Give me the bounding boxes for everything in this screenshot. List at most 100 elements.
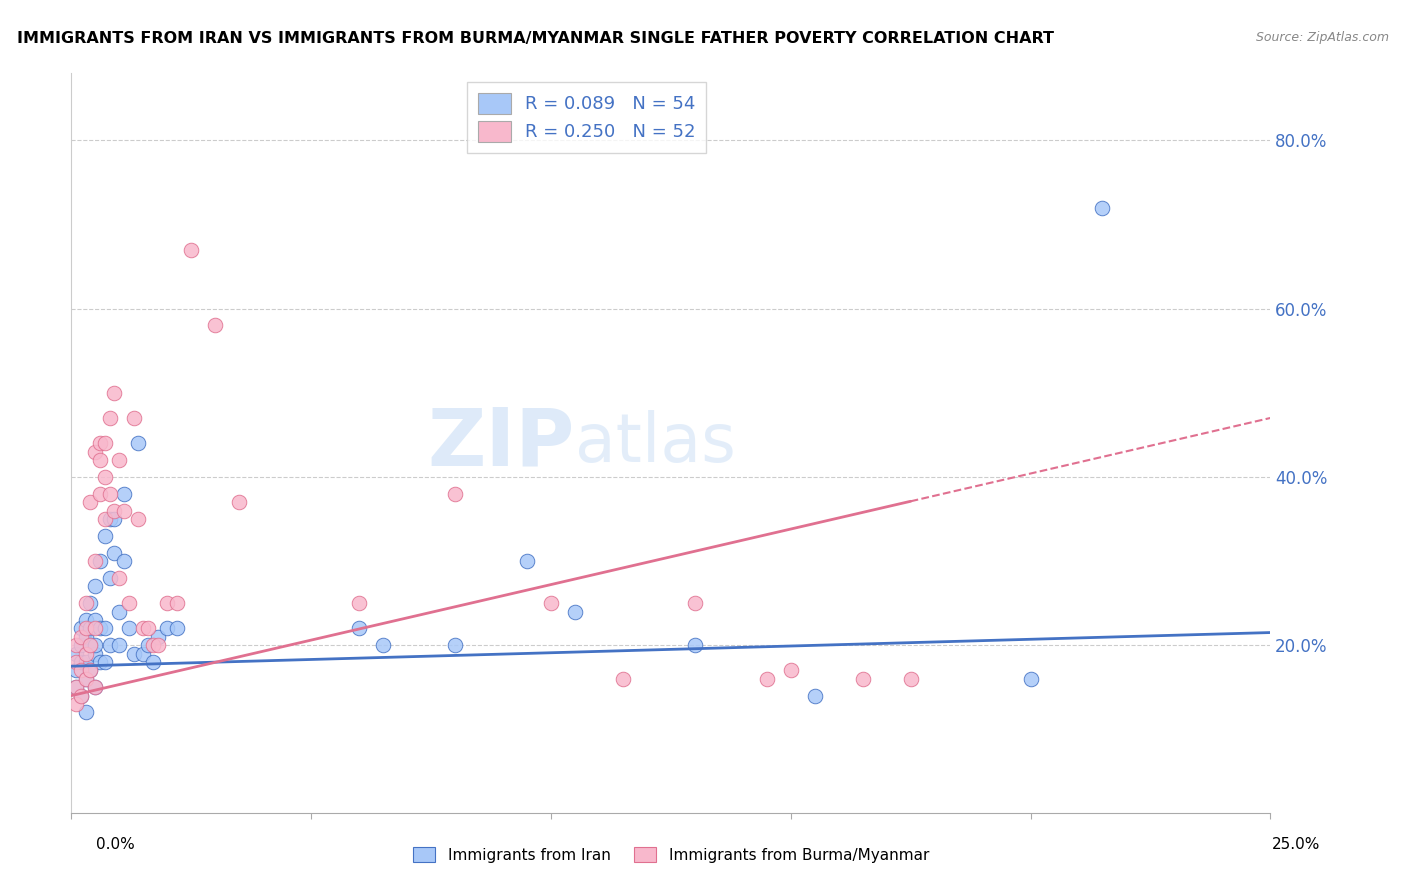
Point <box>136 621 159 635</box>
Point <box>89 453 111 467</box>
Point <box>84 579 107 593</box>
Point <box>516 554 538 568</box>
Point <box>69 630 91 644</box>
Point <box>89 655 111 669</box>
Point <box>98 486 121 500</box>
Point <box>612 672 634 686</box>
Point <box>75 613 97 627</box>
Point <box>142 655 165 669</box>
Point <box>347 621 370 635</box>
Point <box>108 571 131 585</box>
Point <box>228 495 250 509</box>
Point <box>146 638 169 652</box>
Point <box>89 621 111 635</box>
Point <box>142 638 165 652</box>
Point <box>69 621 91 635</box>
Point <box>540 596 562 610</box>
Point <box>84 680 107 694</box>
Point <box>75 647 97 661</box>
Point <box>98 638 121 652</box>
Point <box>108 605 131 619</box>
Point <box>132 647 155 661</box>
Point <box>98 571 121 585</box>
Point <box>84 621 107 635</box>
Point <box>103 385 125 400</box>
Point <box>79 596 101 610</box>
Point <box>69 689 91 703</box>
Point <box>108 453 131 467</box>
Point <box>79 664 101 678</box>
Point <box>94 436 117 450</box>
Point <box>156 596 179 610</box>
Point <box>65 697 87 711</box>
Point <box>371 638 394 652</box>
Point <box>94 470 117 484</box>
Point <box>112 486 135 500</box>
Point <box>444 638 467 652</box>
Point <box>118 596 141 610</box>
Point <box>347 596 370 610</box>
Point <box>65 664 87 678</box>
Point <box>127 436 149 450</box>
Point <box>75 706 97 720</box>
Point <box>166 596 188 610</box>
Point <box>98 411 121 425</box>
Text: atlas: atlas <box>575 410 735 476</box>
Point <box>136 638 159 652</box>
Point <box>444 486 467 500</box>
Point <box>89 554 111 568</box>
Point <box>1091 201 1114 215</box>
Point <box>127 512 149 526</box>
Point <box>69 664 91 678</box>
Point <box>84 638 107 652</box>
Point <box>69 638 91 652</box>
Point <box>180 243 202 257</box>
Point <box>65 680 87 694</box>
Text: IMMIGRANTS FROM IRAN VS IMMIGRANTS FROM BURMA/MYANMAR SINGLE FATHER POVERTY CORR: IMMIGRANTS FROM IRAN VS IMMIGRANTS FROM … <box>17 31 1054 46</box>
Point <box>65 655 87 669</box>
Point <box>103 546 125 560</box>
Text: Source: ZipAtlas.com: Source: ZipAtlas.com <box>1256 31 1389 45</box>
Point <box>564 605 586 619</box>
Point <box>65 680 87 694</box>
Point <box>79 621 101 635</box>
Point <box>103 503 125 517</box>
Point <box>75 596 97 610</box>
Point <box>75 672 97 686</box>
Point <box>755 672 778 686</box>
Point <box>94 621 117 635</box>
Point <box>75 655 97 669</box>
Point <box>112 503 135 517</box>
Point <box>118 621 141 635</box>
Point <box>112 554 135 568</box>
Point <box>89 486 111 500</box>
Point <box>122 647 145 661</box>
Point <box>89 436 111 450</box>
Point <box>779 664 801 678</box>
Point <box>146 630 169 644</box>
Point <box>69 689 91 703</box>
Point <box>852 672 875 686</box>
Point <box>79 638 101 652</box>
Point <box>79 495 101 509</box>
Point <box>803 689 825 703</box>
Point <box>98 512 121 526</box>
Point <box>900 672 922 686</box>
Point <box>69 655 91 669</box>
Point <box>166 621 188 635</box>
Point <box>84 613 107 627</box>
Text: ZIP: ZIP <box>427 404 575 483</box>
Point <box>94 655 117 669</box>
Point <box>65 647 87 661</box>
Text: 25.0%: 25.0% <box>1272 838 1320 852</box>
Point <box>683 638 706 652</box>
Point <box>84 554 107 568</box>
Point <box>84 444 107 458</box>
Point <box>75 630 97 644</box>
Text: 0.0%: 0.0% <box>96 838 135 852</box>
Point <box>84 647 107 661</box>
Point <box>84 680 107 694</box>
Point <box>79 638 101 652</box>
Point <box>204 318 226 333</box>
Point <box>79 664 101 678</box>
